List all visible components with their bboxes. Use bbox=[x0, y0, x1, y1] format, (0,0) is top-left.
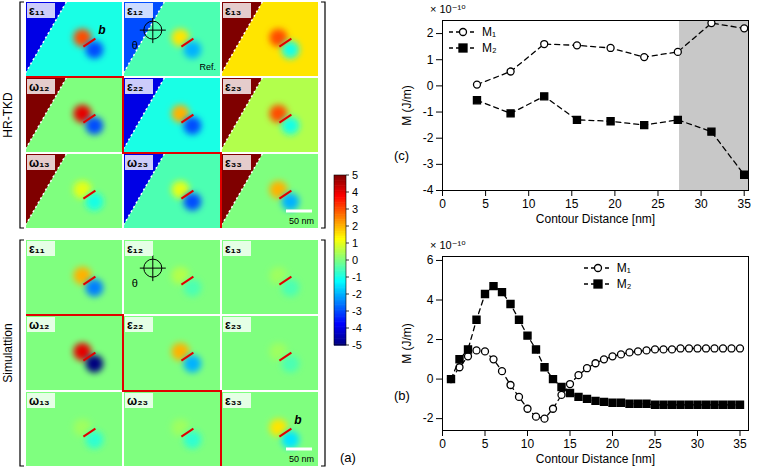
svg-text:-4: -4 bbox=[352, 322, 362, 334]
svg-text:2: 2 bbox=[427, 26, 434, 40]
html-text:M₂: M₂ bbox=[482, 41, 497, 55]
svg-text:b: b bbox=[294, 413, 301, 427]
svg-text:-3: -3 bbox=[423, 157, 434, 171]
svg-text:15: 15 bbox=[565, 197, 579, 211]
svg-text:50 nm: 50 nm bbox=[289, 216, 314, 226]
svg-text:-5: -5 bbox=[352, 339, 362, 351]
svg-text:-2: -2 bbox=[423, 131, 434, 145]
svg-text:1: 1 bbox=[427, 53, 434, 67]
svg-text:30: 30 bbox=[694, 197, 708, 211]
svg-text:ε₃₃: ε₃₃ bbox=[225, 394, 242, 408]
svg-text:ω₁₃: ω₁₃ bbox=[29, 156, 50, 170]
svg-text:2: 2 bbox=[427, 332, 434, 346]
svg-text:ω₂₃: ω₂₃ bbox=[127, 394, 148, 408]
svg-text:HR-TKD: HR-TKD bbox=[1, 92, 15, 138]
svg-text:6: 6 bbox=[427, 253, 434, 267]
svg-text:θ: θ bbox=[132, 39, 138, 51]
svg-text:5: 5 bbox=[352, 169, 358, 181]
svg-text:2: 2 bbox=[352, 220, 358, 232]
svg-text:5: 5 bbox=[482, 437, 489, 451]
svg-text:30: 30 bbox=[691, 437, 705, 451]
svg-text:ε₂₂: ε₂₂ bbox=[127, 318, 143, 332]
svg-text:ε₁₁: ε₁₁ bbox=[29, 242, 45, 256]
svg-text:ω₁₂: ω₁₂ bbox=[29, 318, 49, 332]
svg-text:ε₂₃: ε₂₃ bbox=[225, 318, 242, 332]
svg-text:15: 15 bbox=[563, 437, 577, 451]
svg-text:Simulattion: Simulattion bbox=[1, 323, 15, 382]
svg-text:Contour Distance [nm]: Contour Distance [nm] bbox=[536, 212, 655, 226]
svg-text:-1: -1 bbox=[423, 105, 434, 119]
svg-text:ε₁₂: ε₁₂ bbox=[127, 242, 143, 256]
html-text:M₂: M₂ bbox=[616, 277, 632, 291]
svg-text:-2: -2 bbox=[352, 288, 362, 300]
svg-text:10: 10 bbox=[521, 437, 535, 451]
svg-text:-2: -2 bbox=[423, 411, 434, 425]
svg-text:0: 0 bbox=[427, 372, 434, 386]
svg-text:Ref.: Ref. bbox=[199, 62, 216, 72]
svg-text:ω₂₃: ω₂₃ bbox=[127, 156, 148, 170]
svg-text:M (J/m): M (J/m) bbox=[400, 85, 414, 126]
svg-text:ε₂₃: ε₂₃ bbox=[225, 80, 242, 94]
svg-text:35: 35 bbox=[733, 437, 747, 451]
svg-text:35: 35 bbox=[738, 197, 752, 211]
svg-text:1: 1 bbox=[352, 237, 358, 249]
svg-text:0: 0 bbox=[352, 254, 358, 266]
html-text:M₁: M₁ bbox=[616, 261, 631, 275]
svg-text:b: b bbox=[98, 23, 105, 37]
svg-text:-4: -4 bbox=[423, 183, 434, 197]
svg-text:θ: θ bbox=[132, 277, 138, 289]
svg-text:M (J/m): M (J/m) bbox=[400, 323, 414, 364]
svg-text:20: 20 bbox=[608, 197, 622, 211]
svg-text:ε₁₂: ε₁₂ bbox=[127, 4, 143, 18]
svg-text:3: 3 bbox=[352, 203, 358, 215]
svg-text:ω₁₃: ω₁₃ bbox=[29, 394, 50, 408]
svg-text:-1: -1 bbox=[352, 271, 362, 283]
svg-text:4: 4 bbox=[427, 293, 434, 307]
svg-text:ω₁₂: ω₁₂ bbox=[29, 80, 49, 94]
svg-text:ε₃₃: ε₃₃ bbox=[225, 156, 242, 170]
svg-text:10: 10 bbox=[522, 197, 536, 211]
html-text:× 10⁻¹⁰: × 10⁻¹⁰ bbox=[430, 3, 466, 15]
svg-text:5: 5 bbox=[482, 197, 489, 211]
svg-text:25: 25 bbox=[651, 197, 665, 211]
svg-text:25: 25 bbox=[648, 437, 662, 451]
svg-text:0: 0 bbox=[439, 197, 446, 211]
svg-text:ε₁₃: ε₁₃ bbox=[225, 4, 241, 18]
svg-text:ε₂₂: ε₂₂ bbox=[127, 80, 143, 94]
svg-text:50 nm: 50 nm bbox=[289, 454, 314, 464]
html-text:× 10⁻¹⁰: × 10⁻¹⁰ bbox=[430, 239, 466, 251]
html-text:M₁: M₁ bbox=[482, 25, 496, 39]
svg-text:0: 0 bbox=[439, 437, 446, 451]
svg-text:ε₁₁: ε₁₁ bbox=[29, 4, 45, 18]
svg-text:ε₁₃: ε₁₃ bbox=[225, 242, 241, 256]
svg-text:4: 4 bbox=[352, 186, 358, 198]
html-text:(b): (b) bbox=[394, 388, 410, 403]
svg-text:-3: -3 bbox=[352, 305, 362, 317]
svg-text:Contour Distance [nm]: Contour Distance [nm] bbox=[536, 452, 655, 466]
html-text:(c): (c) bbox=[394, 148, 410, 163]
svg-text:20: 20 bbox=[606, 437, 620, 451]
svg-text:0: 0 bbox=[427, 79, 434, 93]
svg-text:(a): (a) bbox=[340, 450, 356, 465]
